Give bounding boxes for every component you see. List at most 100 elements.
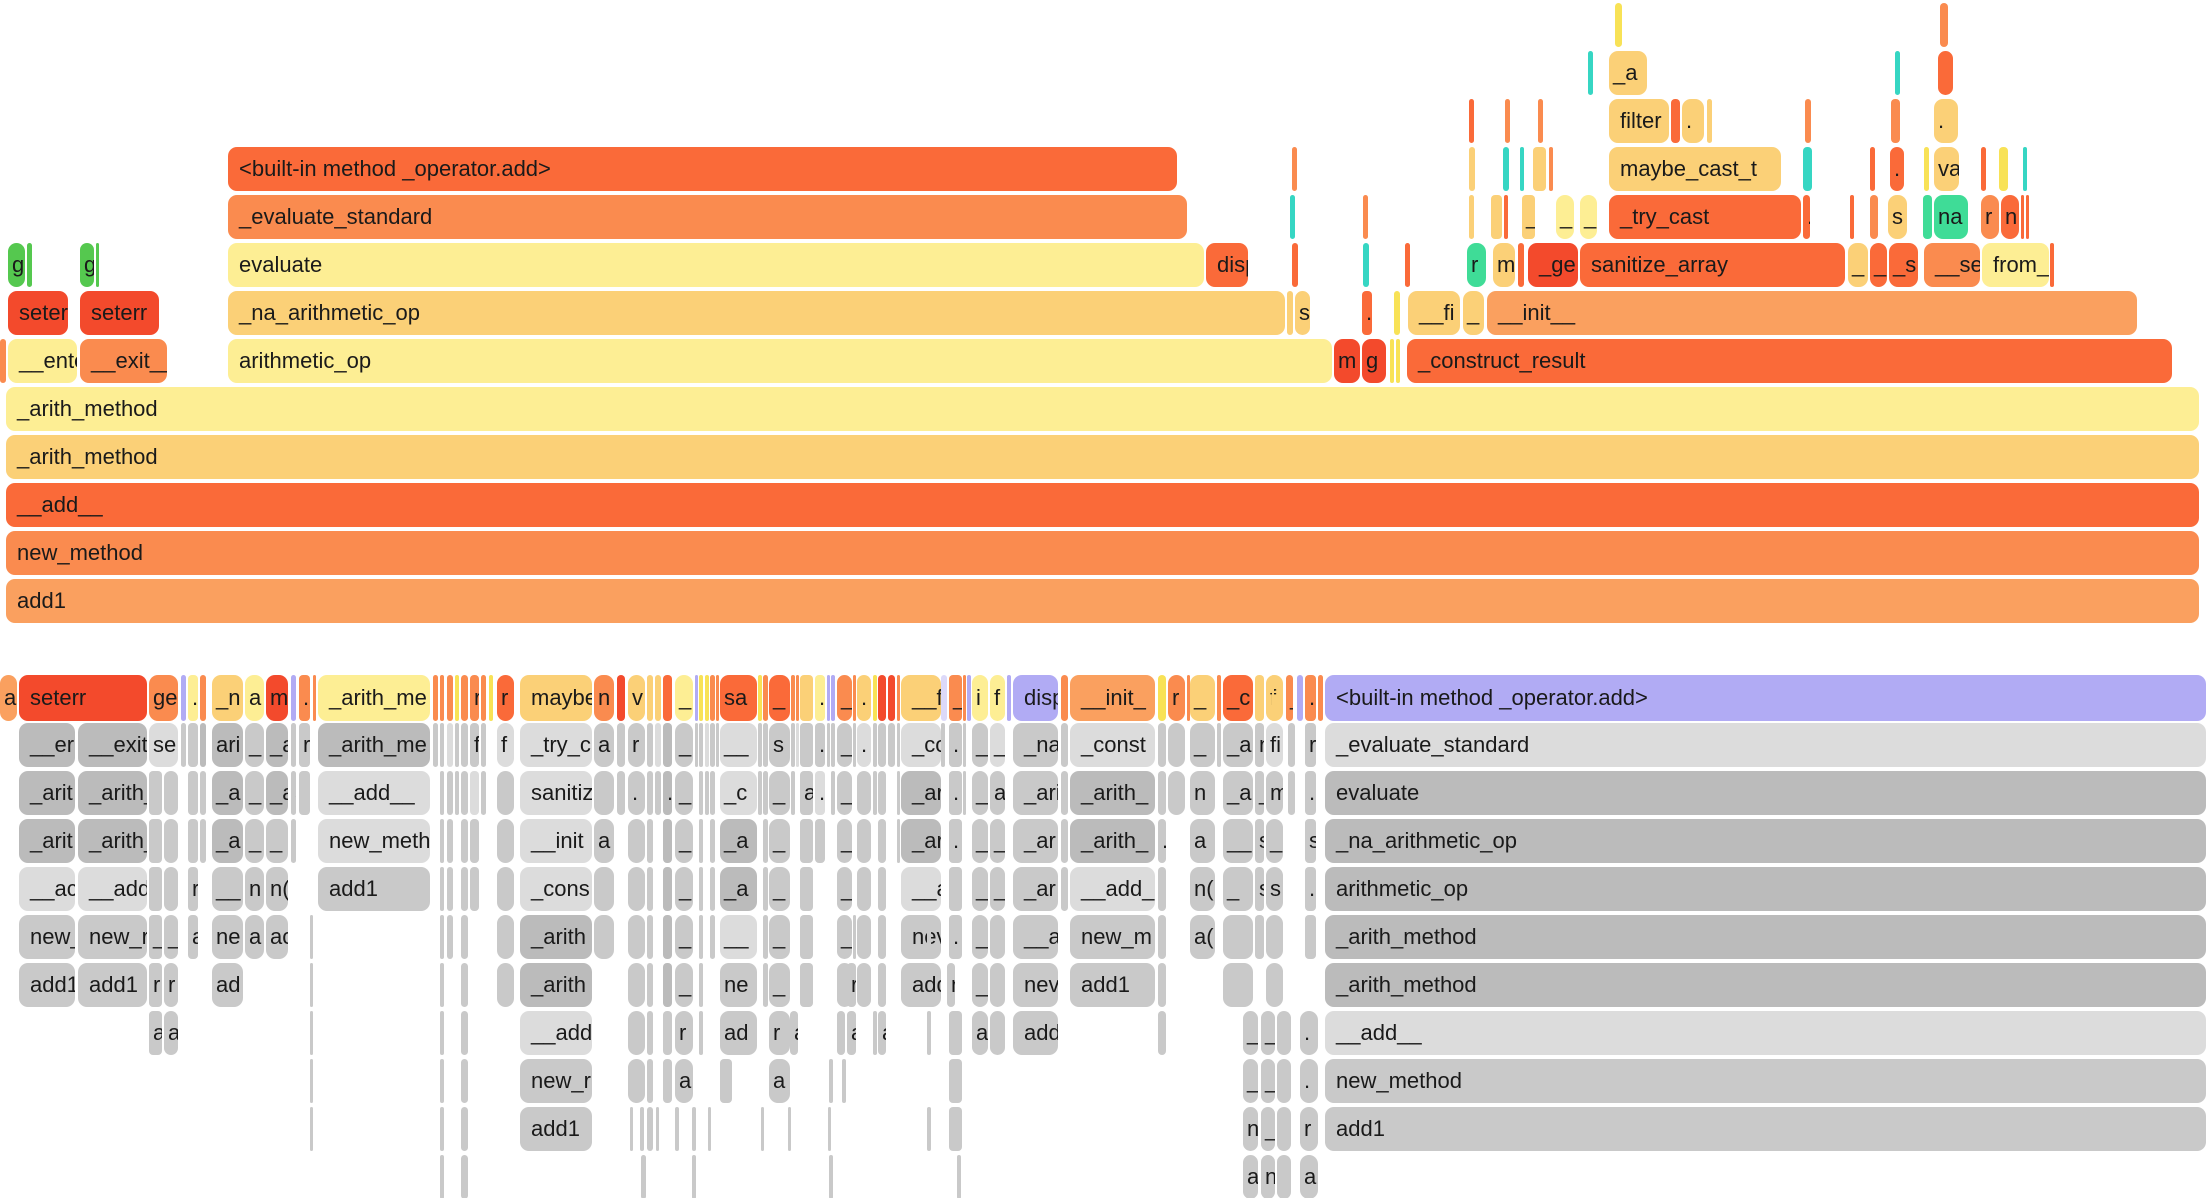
frame-block[interactable]: seterr xyxy=(80,291,159,335)
caller-frame-block[interactable]: _a xyxy=(720,867,757,911)
frame-block[interactable]: sa xyxy=(720,675,757,721)
frame-block[interactable]: f xyxy=(1266,675,1283,721)
frame-block[interactable]: _ xyxy=(1848,243,1868,287)
caller-frame-block[interactable]: ne xyxy=(212,915,243,959)
frame-block[interactable] xyxy=(1394,291,1400,335)
caller-frame-block[interactable] xyxy=(594,867,614,911)
frame-block[interactable]: _a xyxy=(1609,51,1647,95)
caller-frame-block[interactable]: r xyxy=(847,963,856,1007)
frame-block[interactable] xyxy=(963,675,966,721)
caller-frame-block[interactable]: _ xyxy=(164,915,178,959)
caller-frame-block[interactable] xyxy=(310,915,313,959)
caller-frame-block[interactable]: _ xyxy=(675,771,693,815)
frame-block[interactable] xyxy=(1891,99,1900,143)
caller-frame-block[interactable] xyxy=(692,1107,696,1151)
caller-frame-block[interactable] xyxy=(461,1059,468,1103)
frame-block[interactable]: _construct_result xyxy=(1407,339,2172,383)
caller-frame-block[interactable] xyxy=(497,771,514,815)
frame-block[interactable] xyxy=(796,675,799,721)
caller-frame-block[interactable] xyxy=(310,1107,313,1151)
frame-block[interactable] xyxy=(710,675,715,721)
caller-frame-block[interactable]: _ xyxy=(675,915,693,959)
caller-frame-block[interactable] xyxy=(1158,723,1166,767)
caller-frame-block[interactable] xyxy=(1277,1107,1291,1151)
caller-frame-block[interactable]: _ xyxy=(675,819,693,863)
caller-frame-block[interactable]: __ xyxy=(212,867,243,911)
frame-block[interactable]: seterr xyxy=(19,675,147,721)
caller-frame-block[interactable]: s xyxy=(1255,867,1264,911)
frame-block[interactable] xyxy=(1290,195,1295,239)
caller-frame-block[interactable] xyxy=(990,1011,1005,1055)
frame-block[interactable]: <built-in method _operator.add> xyxy=(228,147,1177,191)
frame-block[interactable] xyxy=(699,675,703,721)
caller-frame-block[interactable] xyxy=(628,867,645,911)
frame-block[interactable] xyxy=(941,675,947,721)
caller-frame-block[interactable]: __exit xyxy=(78,723,147,767)
caller-frame-block[interactable]: evaluate xyxy=(1325,771,2206,815)
caller-frame-block[interactable]: _arith_ xyxy=(1070,819,1155,863)
frame-block[interactable]: . xyxy=(1803,195,1810,239)
caller-frame-block[interactable]: n xyxy=(245,867,264,911)
caller-frame-block[interactable] xyxy=(857,867,871,911)
caller-frame-block[interactable]: a xyxy=(800,771,813,815)
frame-block[interactable]: _ xyxy=(837,675,852,721)
caller-frame-block[interactable] xyxy=(663,819,672,863)
caller-frame-block[interactable] xyxy=(1288,771,1295,815)
caller-frame-block[interactable]: add1 xyxy=(19,963,75,1007)
caller-frame-block[interactable] xyxy=(710,819,715,863)
caller-frame-block[interactable] xyxy=(831,771,835,815)
caller-frame-block[interactable]: _ xyxy=(675,963,693,1007)
frame-block[interactable] xyxy=(1538,99,1543,143)
caller-frame-block[interactable] xyxy=(763,723,768,767)
caller-frame-block[interactable] xyxy=(837,1011,845,1055)
caller-frame-block[interactable]: _ xyxy=(972,771,988,815)
frame-block[interactable]: r xyxy=(497,675,514,721)
frame-block[interactable] xyxy=(1803,147,1812,191)
caller-frame-block[interactable]: _ xyxy=(837,867,852,911)
caller-frame-block[interactable] xyxy=(897,771,900,815)
caller-frame-block[interactable] xyxy=(758,771,762,815)
frame-block[interactable] xyxy=(1396,339,1400,383)
caller-frame-block[interactable] xyxy=(164,867,178,911)
frame-block[interactable]: _ge xyxy=(1528,243,1578,287)
caller-frame-block[interactable] xyxy=(628,963,645,1007)
caller-frame-block[interactable] xyxy=(763,771,768,815)
caller-frame-block[interactable] xyxy=(699,963,703,1007)
caller-frame-block[interactable]: r xyxy=(675,1011,693,1055)
caller-frame-block[interactable] xyxy=(1158,867,1166,911)
caller-frame-block[interactable]: r xyxy=(164,963,178,1007)
caller-frame-block[interactable] xyxy=(949,1011,962,1055)
caller-frame-block[interactable]: . xyxy=(815,771,825,815)
frame-block[interactable]: _ xyxy=(769,675,790,721)
caller-frame-block[interactable]: a xyxy=(245,915,264,959)
caller-frame-block[interactable] xyxy=(699,1011,703,1055)
caller-frame-block[interactable]: new_method xyxy=(1325,1059,2206,1103)
caller-frame-block[interactable] xyxy=(1277,1155,1291,1198)
frame-block[interactable]: m xyxy=(1334,339,1360,383)
caller-frame-block[interactable] xyxy=(188,819,198,863)
caller-frame-block[interactable]: _ xyxy=(990,819,1005,863)
caller-frame-block[interactable]: add xyxy=(1013,1011,1058,1055)
caller-frame-block[interactable] xyxy=(647,1107,653,1151)
caller-frame-block[interactable] xyxy=(647,723,653,767)
frame-block[interactable]: _arith_me xyxy=(318,675,430,721)
caller-frame-block[interactable]: a xyxy=(164,1011,178,1055)
frame-block[interactable] xyxy=(763,675,768,721)
caller-frame-block[interactable] xyxy=(800,915,813,959)
frame-block[interactable]: a xyxy=(0,675,17,721)
frame-block[interactable]: r xyxy=(1168,675,1185,721)
caller-frame-block[interactable]: new_r xyxy=(520,1059,592,1103)
frame-block[interactable]: __f xyxy=(901,675,941,721)
caller-frame-block[interactable] xyxy=(455,723,459,767)
frame-block[interactable]: __init__ xyxy=(1487,291,2137,335)
frame-block[interactable] xyxy=(1292,243,1298,287)
caller-frame-block[interactable]: n( xyxy=(1190,867,1215,911)
caller-frame-block[interactable] xyxy=(708,1107,711,1151)
caller-frame-block[interactable]: a xyxy=(188,915,198,959)
caller-frame-block[interactable] xyxy=(758,723,762,767)
caller-frame-block[interactable] xyxy=(990,963,1005,1007)
caller-frame-block[interactable]: r xyxy=(769,1011,790,1055)
caller-frame-block[interactable] xyxy=(200,723,206,767)
caller-frame-block[interactable]: a xyxy=(878,1011,886,1055)
frame-block[interactable]: sanitize_array xyxy=(1580,243,1845,287)
